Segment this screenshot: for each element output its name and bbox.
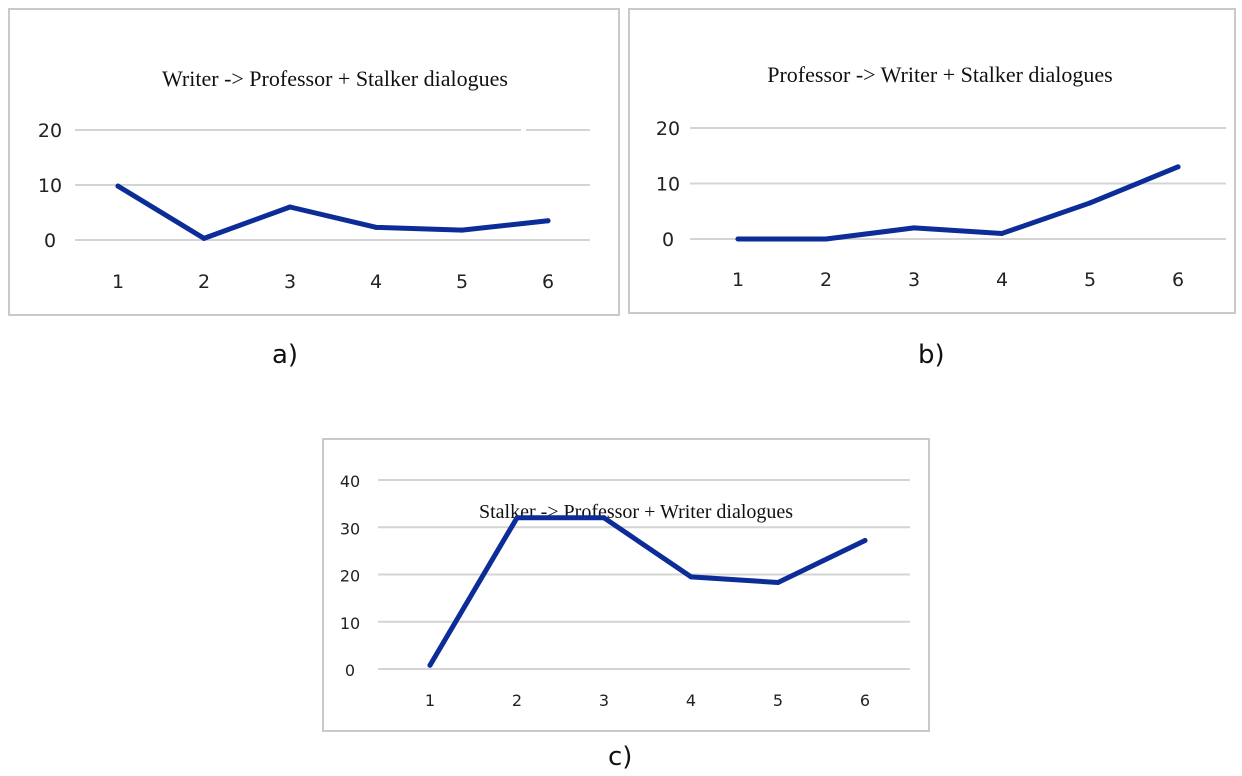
chart-a-data-point [373,224,379,230]
chart-c-data-point [688,574,694,580]
chart-a-data-point [287,204,293,210]
chart-a-panel: Writer -> Professor + Stalker dialogues … [8,8,620,316]
chart-b-data-point [735,236,741,242]
chart-b-series-line [735,164,1181,242]
chart-c-data-point [775,580,781,586]
chart-a-x-tick-label: 3 [284,271,296,293]
chart-b-data-point [823,236,829,242]
chart-c-x-tick-label: 6 [860,691,870,710]
chart-a-y-tick-label: 0 [44,230,56,252]
chart-b-data-point [911,225,917,231]
chart-c-series-line [427,515,868,668]
chart-a-x-tick-label: 2 [198,271,210,293]
chart-c-y-tick-label: 10 [340,614,360,633]
chart-c-y-tick-label: 20 [340,567,360,586]
chart-a-data-point [459,227,465,233]
chart-a-data-point [201,235,207,241]
chart-c-x-tick-label: 3 [599,691,609,710]
chart-c-y-tick-label: 30 [340,519,360,538]
chart-c-data-point [427,662,433,668]
chart-c-panel: Stalker -> Professor + Writer dialogues … [322,438,930,732]
chart-b-data-point [1175,164,1181,170]
chart-b-svg: Professor -> Writer + Stalker dialogues … [656,62,1226,291]
chart-a-x-tick-label: 1 [112,271,124,293]
chart-b-x-tick-label: 2 [820,269,832,291]
chart-a-x-tick-label: 6 [542,271,554,293]
caption-c: c) [608,742,633,772]
chart-b-x-tick-label: 4 [996,269,1008,291]
chart-b-y-tick-label: 0 [662,229,674,251]
chart-b-x-tick-label: 5 [1084,269,1096,291]
chart-a-svg: Writer -> Professor + Stalker dialogues … [38,66,590,293]
caption-a: a) [272,340,299,370]
chart-c-data-point [601,515,607,521]
chart-b-panel: Professor -> Writer + Stalker dialogues … [628,8,1236,314]
chart-c-x-tick-label: 5 [773,691,783,710]
chart-c-svg: Stalker -> Professor + Writer dialogues … [340,472,910,710]
chart-b-title: Professor -> Writer + Stalker dialogues [767,62,1113,87]
chart-b-x-tick-label: 3 [908,269,920,291]
chart-c-y-tick-label: 0 [345,661,355,680]
chart-c-data-point [862,537,868,543]
chart-b-data-point [999,230,1005,236]
chart-a-title: Writer -> Professor + Stalker dialogues [162,66,508,91]
chart-a-x-tick-label: 4 [370,271,382,293]
chart-c-data-point [514,515,520,521]
chart-b-data-point [1087,200,1093,206]
chart-a-y-tick-label: 20 [38,120,62,142]
chart-a-series-line [115,183,551,241]
chart-c-y-tick-label: 40 [340,472,360,491]
chart-c-x-tick-label: 2 [512,691,522,710]
chart-b-x-tick-label: 1 [732,269,744,291]
chart-b-x-tick-label: 6 [1172,269,1184,291]
caption-b: b) [918,340,945,370]
chart-a-data-point [545,218,551,224]
chart-c-x-tick-label: 4 [686,691,696,710]
chart-a-y-tick-label: 10 [38,175,62,197]
chart-b-y-tick-label: 20 [656,118,680,140]
chart-b-y-tick-label: 10 [656,174,680,196]
chart-c-x-tick-label: 1 [425,691,435,710]
chart-a-data-point [115,183,121,189]
chart-a-x-tick-label: 5 [456,271,468,293]
